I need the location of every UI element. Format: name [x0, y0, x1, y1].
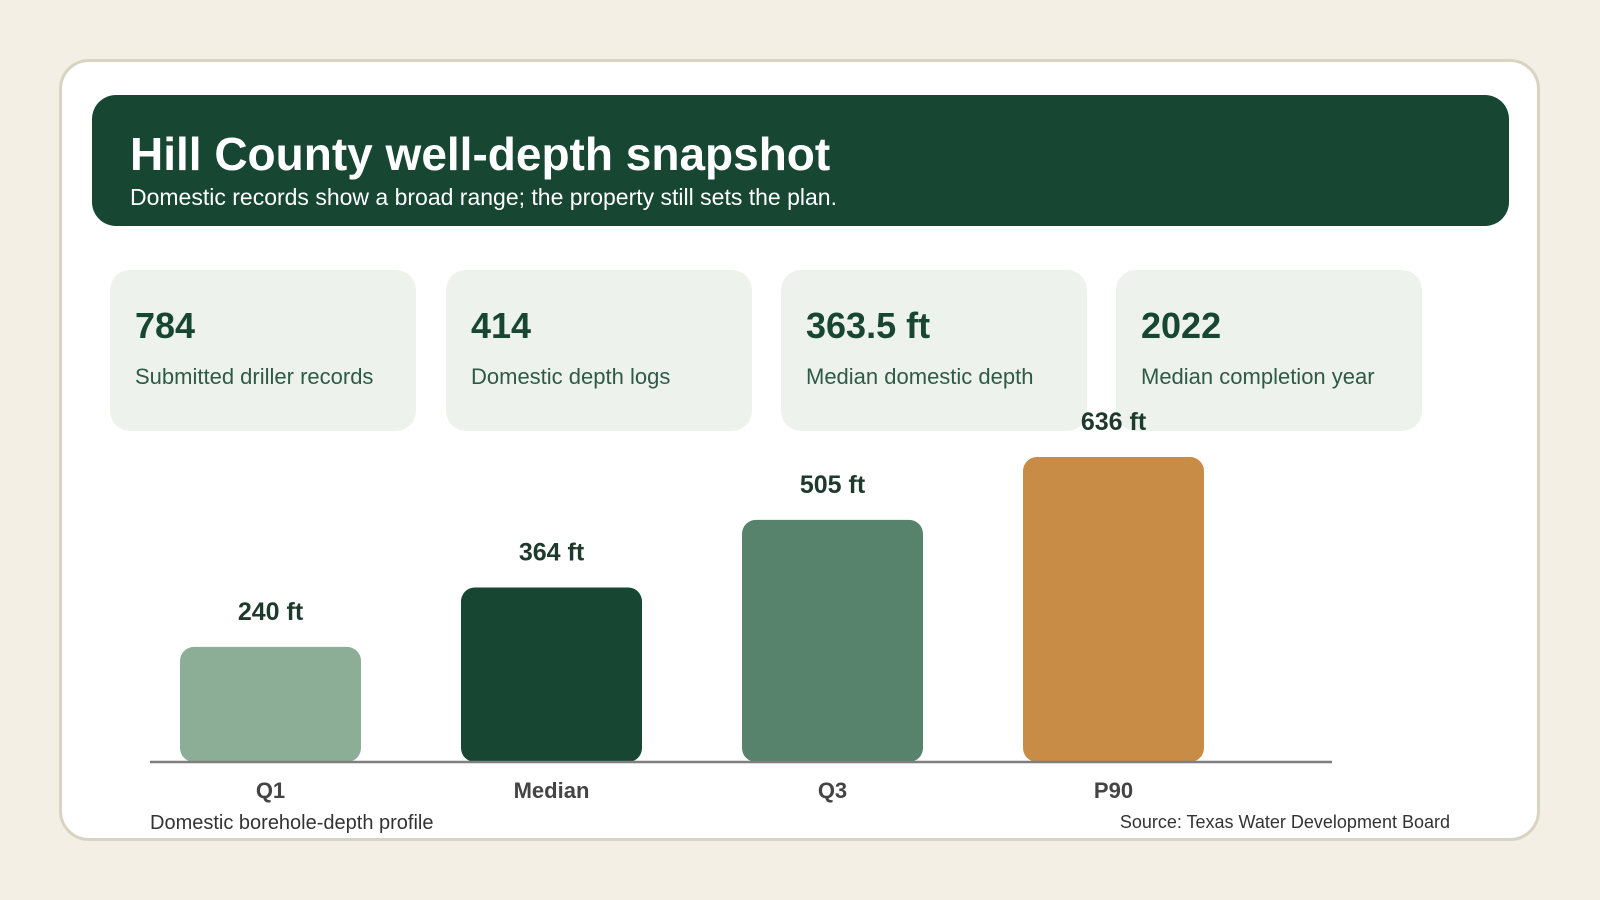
stat-card-driller-records: 784 Submitted driller records [110, 270, 416, 431]
source-note: Source: Texas Water Development Board [1119, 812, 1450, 832]
category-label: P90 [1094, 778, 1133, 803]
category-label: Q3 [818, 778, 847, 803]
stat-card-completion-year: 2022 Median completion year [1116, 270, 1422, 431]
bar-value-label: 240 ft [238, 598, 304, 626]
bar-q1 [180, 646, 361, 762]
stat-label: Submitted driller records [135, 364, 374, 389]
bar-q3 [742, 519, 923, 762]
bar-value-label: 364 ft [519, 538, 585, 566]
stat-value: 363.5 ft [806, 305, 931, 346]
stat-value: 414 [471, 305, 532, 346]
bar-p90 [1023, 457, 1204, 762]
stat-label: Median completion year [1141, 364, 1375, 389]
page-title: Hill County well-depth snapshot [130, 128, 831, 180]
page-subtitle: Domestic records show a broad range; the… [130, 184, 837, 210]
chart-caption: Domestic borehole-depth profile [150, 812, 434, 834]
stat-value: 2022 [1141, 305, 1222, 346]
bar-value-label: 505 ft [800, 471, 866, 499]
stat-card-depth-logs: 414 Domestic depth logs [446, 270, 752, 431]
stat-card-median-depth: 363.5 ft Median domestic depth [781, 270, 1087, 431]
stat-label: Domestic depth logs [471, 364, 671, 389]
bar-value-label: 636 ft [1081, 408, 1147, 436]
stat-value: 784 [135, 305, 196, 346]
header-banner: Hill County well-depth snapshot Domestic… [92, 95, 1509, 226]
stat-label: Median domestic depth [806, 364, 1034, 389]
category-label: Median [514, 778, 590, 803]
category-label: Q1 [256, 778, 285, 803]
bar-median [461, 587, 642, 762]
